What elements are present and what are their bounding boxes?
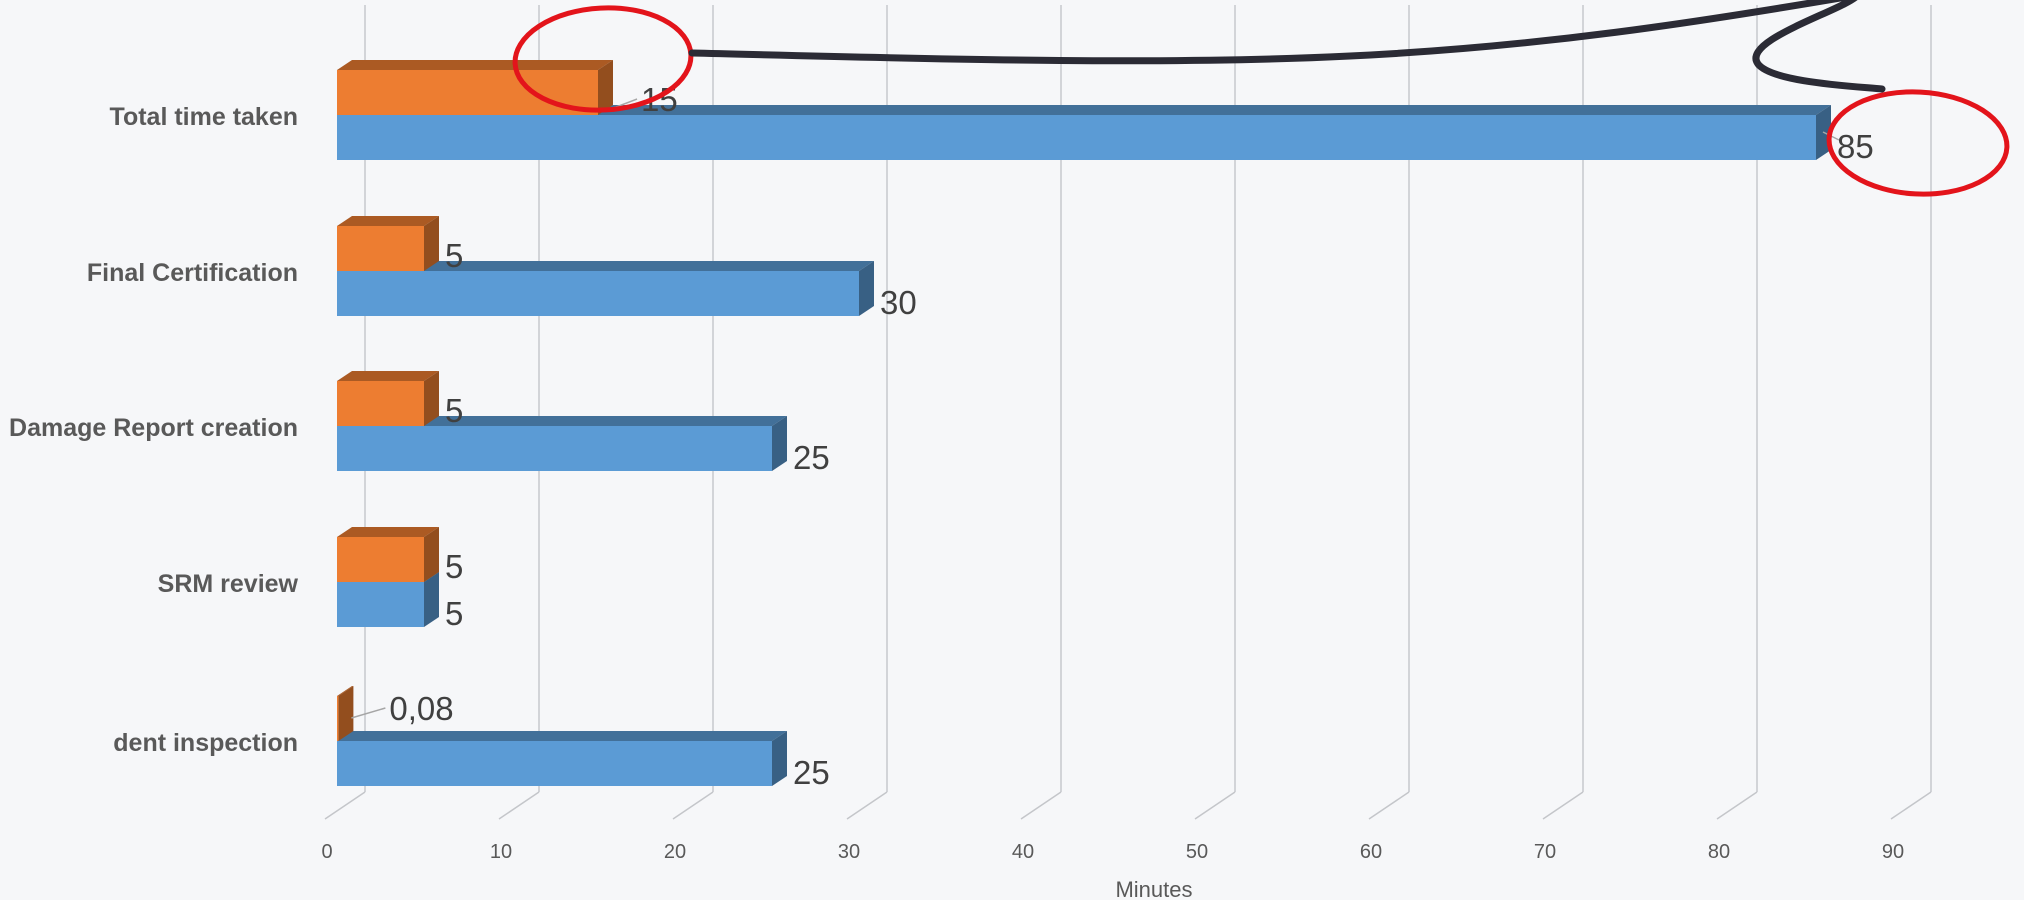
leader-line	[351, 707, 386, 719]
bar-series-1-top	[337, 416, 787, 426]
data-label-series-1: 30	[880, 284, 917, 321]
data-label-series-2: 5	[445, 392, 463, 429]
bar-series-2-top	[337, 686, 354, 696]
bar-series-1-side	[859, 261, 874, 316]
floor-gridline	[1716, 791, 1758, 820]
bar-series-2-top	[337, 216, 439, 226]
category-label: dent inspection	[113, 729, 298, 757]
annotation-arrow	[688, 0, 1886, 93]
floor-gridline	[1542, 791, 1584, 820]
data-label-series-2: 0,08	[389, 690, 453, 727]
bar-series-1	[337, 271, 859, 316]
bar-series-2	[337, 226, 424, 271]
floor-gridline	[498, 791, 540, 820]
highlight-circle	[1826, 89, 2010, 197]
x-axis-title: Minutes	[1115, 877, 1192, 900]
bar-series-2-side	[424, 371, 439, 426]
bar-series-2-top	[337, 371, 439, 381]
bar-series-1-side	[424, 572, 439, 627]
bar-series-1	[337, 582, 424, 627]
floor-gridline	[1890, 791, 1932, 820]
category-label: Final Certification	[87, 259, 298, 287]
category-label: Total time taken	[110, 103, 298, 131]
bar-series-1	[337, 741, 772, 786]
bar-series-1-top	[337, 731, 787, 741]
bar-series-1-side	[772, 731, 787, 786]
bar-series-2-top	[337, 527, 439, 537]
bar-series-2-side	[338, 686, 354, 741]
bar-series-1	[337, 115, 1816, 160]
floor-gridline	[1194, 791, 1236, 820]
bar-series-2-side	[598, 60, 613, 115]
bar-series-2	[337, 696, 339, 741]
x-tick-label: 90	[1882, 841, 1904, 863]
annotations	[512, 0, 2010, 197]
bar-series-2	[337, 537, 424, 582]
bar-series-2-side	[424, 527, 439, 582]
x-tick-label: 50	[1186, 841, 1208, 863]
data-label-series-1: 5	[445, 595, 463, 632]
bar-series-2	[337, 381, 424, 426]
x-tick-label: 10	[490, 841, 512, 863]
x-tick-label: 40	[1012, 841, 1034, 863]
bar-series-2	[337, 70, 598, 115]
bar-series-1	[337, 426, 772, 471]
floor-gridline	[1368, 791, 1410, 820]
bar-series-2-side	[424, 216, 439, 271]
bars	[337, 60, 1831, 786]
data-label-series-1: 85	[1837, 128, 1874, 165]
bar-series-1-side	[772, 416, 787, 471]
floor-gridline	[672, 791, 714, 820]
bar-series-1-top	[337, 261, 874, 271]
data-label-series-2: 5	[445, 548, 463, 585]
floor-gridline	[324, 791, 366, 820]
category-label: SRM review	[158, 570, 299, 598]
data-label-series-1: 25	[793, 439, 830, 476]
x-tick-label: 30	[838, 841, 860, 863]
x-tick-label: 60	[1360, 841, 1382, 863]
x-tick-label: 70	[1534, 841, 1556, 863]
x-tick-label: 0	[321, 841, 332, 863]
bar-series-1-top	[337, 105, 1831, 115]
x-tick-label: 80	[1708, 841, 1730, 863]
floor-gridline	[1020, 791, 1062, 820]
floor-gridline	[846, 791, 888, 820]
data-label-series-2: 5	[445, 237, 463, 274]
x-tick-label: 20	[664, 841, 686, 863]
bar-series-2-top	[337, 60, 613, 70]
data-label-series-1: 25	[793, 754, 830, 791]
category-label: Damage Report creation	[9, 414, 298, 442]
category-labels: dent inspection SRM review Damage Report c…	[9, 103, 299, 757]
x-tick-labels: 0 10 20 30 40 50 60 70 80 90	[321, 841, 1904, 863]
